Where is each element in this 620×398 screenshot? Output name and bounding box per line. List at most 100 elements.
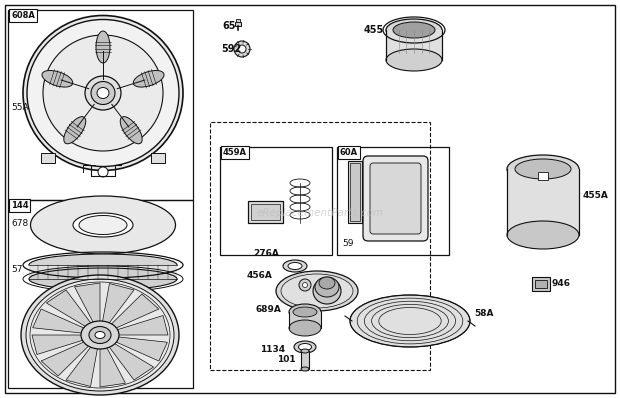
Bar <box>235 22 241 26</box>
Ellipse shape <box>301 349 309 353</box>
Bar <box>538 172 548 180</box>
Ellipse shape <box>298 343 311 351</box>
Text: eReplacementParts.com: eReplacementParts.com <box>257 208 384 218</box>
Ellipse shape <box>79 215 127 234</box>
Text: 144: 144 <box>11 201 29 210</box>
Ellipse shape <box>27 20 179 166</box>
Ellipse shape <box>313 278 341 304</box>
Circle shape <box>238 45 246 53</box>
Ellipse shape <box>95 332 105 339</box>
Text: 459A: 459A <box>223 148 247 157</box>
Polygon shape <box>46 290 92 328</box>
Text: 55A: 55A <box>11 103 29 113</box>
Polygon shape <box>102 283 134 325</box>
Ellipse shape <box>64 117 86 144</box>
Ellipse shape <box>283 260 307 272</box>
Bar <box>210 122 430 370</box>
Ellipse shape <box>42 70 73 87</box>
Polygon shape <box>33 309 86 334</box>
Ellipse shape <box>30 196 175 254</box>
Ellipse shape <box>276 271 358 311</box>
Text: 101: 101 <box>277 355 296 363</box>
Polygon shape <box>115 316 168 335</box>
Bar <box>220 147 332 255</box>
Ellipse shape <box>43 35 163 151</box>
Ellipse shape <box>81 321 119 349</box>
Ellipse shape <box>85 76 121 110</box>
Ellipse shape <box>315 277 339 297</box>
Ellipse shape <box>393 22 435 38</box>
Polygon shape <box>32 335 85 355</box>
Ellipse shape <box>120 117 142 144</box>
Text: 455: 455 <box>364 25 384 35</box>
Bar <box>41 153 55 163</box>
Ellipse shape <box>319 277 335 289</box>
Polygon shape <box>110 294 159 329</box>
Polygon shape <box>41 341 90 376</box>
Ellipse shape <box>289 304 321 320</box>
Ellipse shape <box>91 82 115 105</box>
Ellipse shape <box>133 70 164 87</box>
Bar <box>350 163 360 221</box>
Bar <box>289 312 321 328</box>
Ellipse shape <box>89 326 111 343</box>
Text: 608A: 608A <box>11 11 35 20</box>
Ellipse shape <box>386 49 442 71</box>
Ellipse shape <box>293 307 317 317</box>
FancyBboxPatch shape <box>370 163 421 234</box>
Text: 58A: 58A <box>474 308 494 318</box>
Polygon shape <box>108 342 154 380</box>
Text: 57: 57 <box>11 265 22 275</box>
Bar <box>535 280 547 288</box>
Text: 678: 678 <box>11 219 29 228</box>
Ellipse shape <box>73 213 133 237</box>
Bar <box>248 201 283 223</box>
Text: 65: 65 <box>222 21 236 31</box>
Bar <box>348 161 362 223</box>
Bar <box>8 10 193 200</box>
Ellipse shape <box>23 16 183 170</box>
Ellipse shape <box>97 88 109 98</box>
Bar <box>532 277 550 291</box>
Text: 1134: 1134 <box>260 345 285 353</box>
Ellipse shape <box>294 341 316 353</box>
Polygon shape <box>66 345 98 386</box>
Circle shape <box>98 167 108 177</box>
Text: 60A: 60A <box>340 148 358 157</box>
Ellipse shape <box>21 275 179 395</box>
Polygon shape <box>74 283 100 324</box>
Ellipse shape <box>29 268 177 290</box>
Text: 946: 946 <box>552 279 571 289</box>
Ellipse shape <box>96 31 110 63</box>
Bar <box>337 147 449 255</box>
Polygon shape <box>100 346 125 387</box>
Text: 689A: 689A <box>255 306 281 314</box>
Ellipse shape <box>301 367 309 371</box>
Bar <box>386 30 442 60</box>
Ellipse shape <box>515 159 571 179</box>
Ellipse shape <box>29 254 177 276</box>
Bar <box>301 351 309 369</box>
Ellipse shape <box>288 263 302 269</box>
Text: 276A: 276A <box>253 250 279 258</box>
Text: 592: 592 <box>221 44 241 54</box>
Bar <box>507 169 579 235</box>
Bar <box>236 19 240 22</box>
Text: 455A: 455A <box>583 191 609 199</box>
Circle shape <box>303 283 308 287</box>
Bar <box>29 265 177 279</box>
Circle shape <box>234 41 250 57</box>
Ellipse shape <box>289 320 321 336</box>
FancyBboxPatch shape <box>363 156 428 241</box>
Ellipse shape <box>350 295 470 347</box>
Bar <box>8 200 193 388</box>
Ellipse shape <box>386 19 442 41</box>
Bar <box>151 153 165 163</box>
Bar <box>251 204 280 220</box>
Ellipse shape <box>507 155 579 183</box>
Ellipse shape <box>26 279 174 391</box>
Text: 59: 59 <box>342 238 353 248</box>
Text: 456A: 456A <box>247 271 273 279</box>
Ellipse shape <box>281 274 353 308</box>
Ellipse shape <box>507 221 579 249</box>
